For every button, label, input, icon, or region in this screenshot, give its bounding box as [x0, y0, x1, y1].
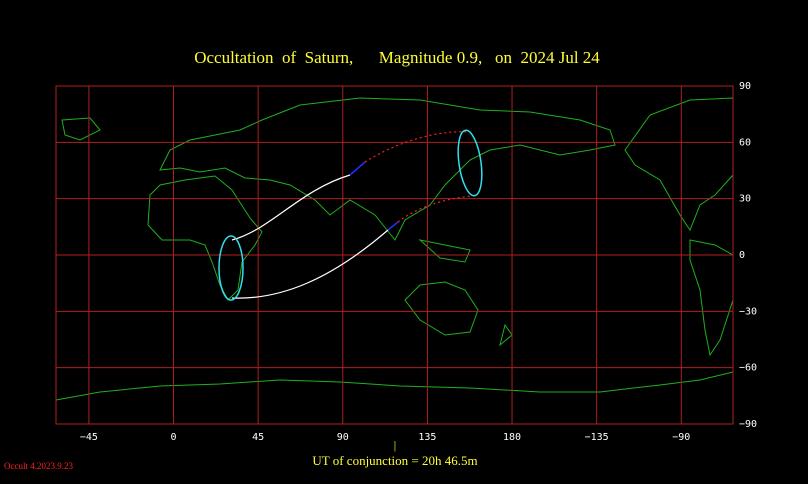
x-tick-label: 90 [337, 432, 349, 443]
conjunction-time: UT of conjunction = 20h 46.5m [312, 453, 477, 468]
coastlines [55, 97, 734, 401]
x-tick-label: 135 [418, 432, 436, 443]
title: Occultation of Saturn, Magnitude 0.9, on… [194, 48, 600, 67]
y-tick-label: 60 [739, 137, 751, 148]
y-tick-label: −30 [739, 306, 757, 317]
x-tick-label: 180 [503, 432, 521, 443]
x-tick-label: −45 [80, 432, 98, 443]
x-tick-label: −90 [672, 432, 690, 443]
x-tick-label: 0 [171, 432, 177, 443]
x-tick-label: −135 [585, 432, 609, 443]
y-tick-label: 90 [739, 81, 751, 92]
y-tick-label: −90 [739, 419, 757, 430]
map-frame [55, 85, 734, 425]
x-tick-label: 45 [252, 432, 264, 443]
conjunction-marker: | [394, 438, 396, 452]
occultation-paths [218, 129, 483, 301]
y-tick-label: 30 [739, 194, 751, 205]
y-tick-label: 0 [739, 250, 745, 261]
y-tick-label: −60 [739, 363, 757, 374]
footnote: Occult 4.2023.9.23 [4, 461, 73, 471]
